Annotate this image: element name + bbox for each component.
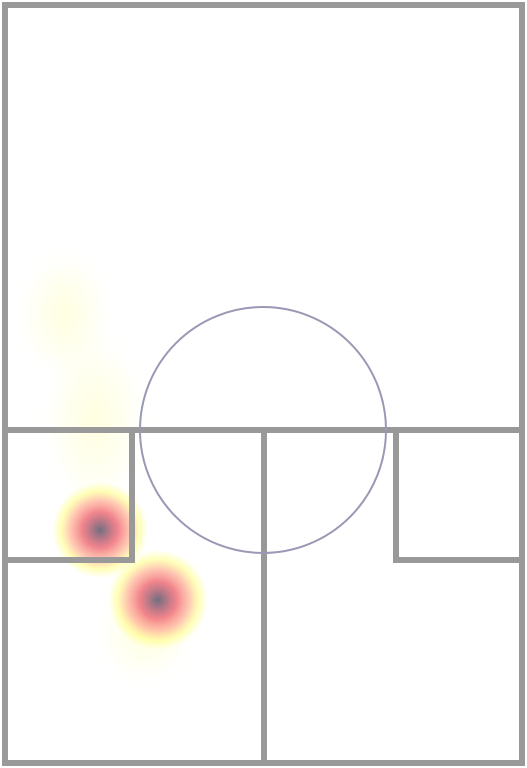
heat-spot-primary: [52, 482, 148, 578]
right-box-line: [393, 430, 522, 563]
heat-spot-secondary: [108, 550, 208, 650]
heat-layer: [23, 255, 208, 680]
left-box-line: [5, 430, 135, 563]
heat-spot-trail-glow: [47, 335, 143, 505]
center-circle: [139, 306, 387, 554]
